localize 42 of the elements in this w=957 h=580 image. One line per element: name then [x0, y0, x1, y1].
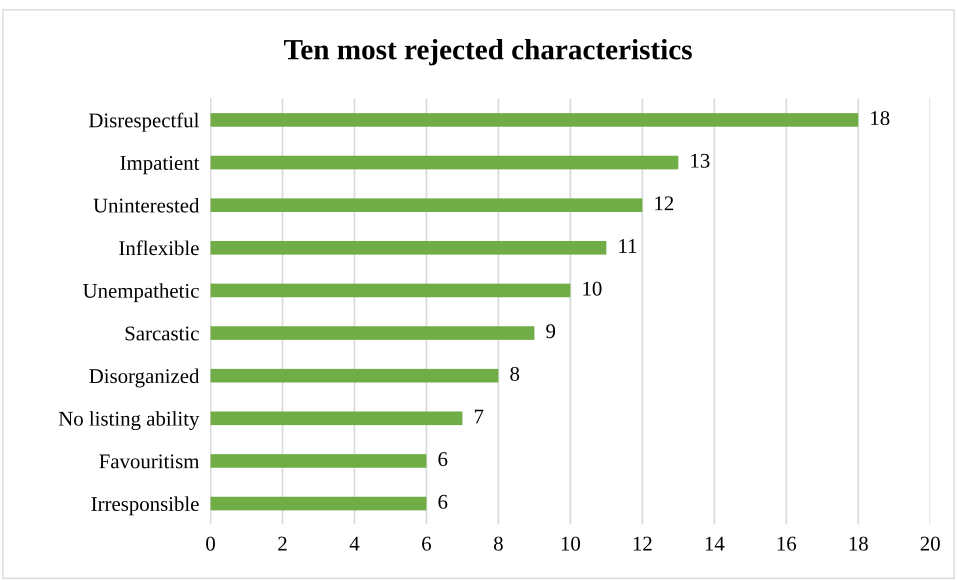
data-label: 11	[619, 239, 636, 253]
y-tick-label: No listing ability	[58, 411, 200, 430]
x-tick-label: 0	[206, 536, 215, 551]
x-tick-label: 8	[494, 536, 503, 551]
data-label: 6	[438, 494, 448, 509]
y-tick-label: Disorganized	[89, 368, 200, 388]
x-tick-label: 10	[562, 536, 580, 551]
bar	[210, 198, 642, 212]
x-tick-label: 20	[920, 536, 940, 551]
bar	[210, 412, 462, 426]
y-tick-label: Favouritism	[99, 454, 200, 468]
bar	[210, 240, 606, 255]
x-tick-label: 18	[850, 536, 868, 551]
data-label: 18	[871, 111, 890, 126]
y-tick-label: Irresponsible	[91, 496, 199, 516]
x-tick-label: 4	[350, 536, 360, 550]
data-label: 10	[583, 282, 602, 296]
x-tick-label: 16	[778, 536, 796, 551]
data-label: 6	[438, 452, 448, 466]
bar	[210, 326, 534, 340]
bar	[210, 454, 426, 468]
y-tick-label: Uninterested	[93, 198, 200, 213]
data-label: 12	[655, 196, 674, 210]
x-tick-label: 2	[278, 536, 287, 550]
data-label: 9	[546, 324, 556, 338]
y-tick-label: Unempathetic	[83, 283, 199, 302]
bar	[210, 113, 858, 127]
x-tick-label: 6	[422, 536, 432, 551]
data-label: 8	[510, 366, 520, 381]
data-label: 7	[474, 410, 484, 424]
x-tick-label: 14	[706, 536, 724, 550]
x-tick-label: 12	[634, 536, 652, 550]
bar	[210, 368, 498, 383]
bar	[210, 284, 570, 298]
chart-title: Ten most rejected characteristics	[284, 38, 692, 66]
data-label: 13	[691, 154, 710, 168]
y-tick-label: Sarcastic	[126, 326, 199, 340]
bar	[210, 156, 678, 170]
y-tick-label: Inflexible	[119, 240, 199, 256]
y-tick-label: Disrespectful	[88, 112, 200, 132]
bar	[210, 496, 426, 510]
y-tick-label: Impatient	[120, 156, 200, 174]
